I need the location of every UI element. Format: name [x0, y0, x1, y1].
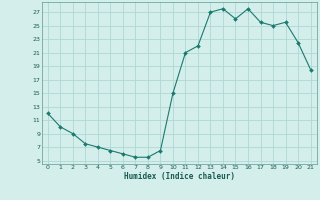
- X-axis label: Humidex (Indice chaleur): Humidex (Indice chaleur): [124, 172, 235, 181]
